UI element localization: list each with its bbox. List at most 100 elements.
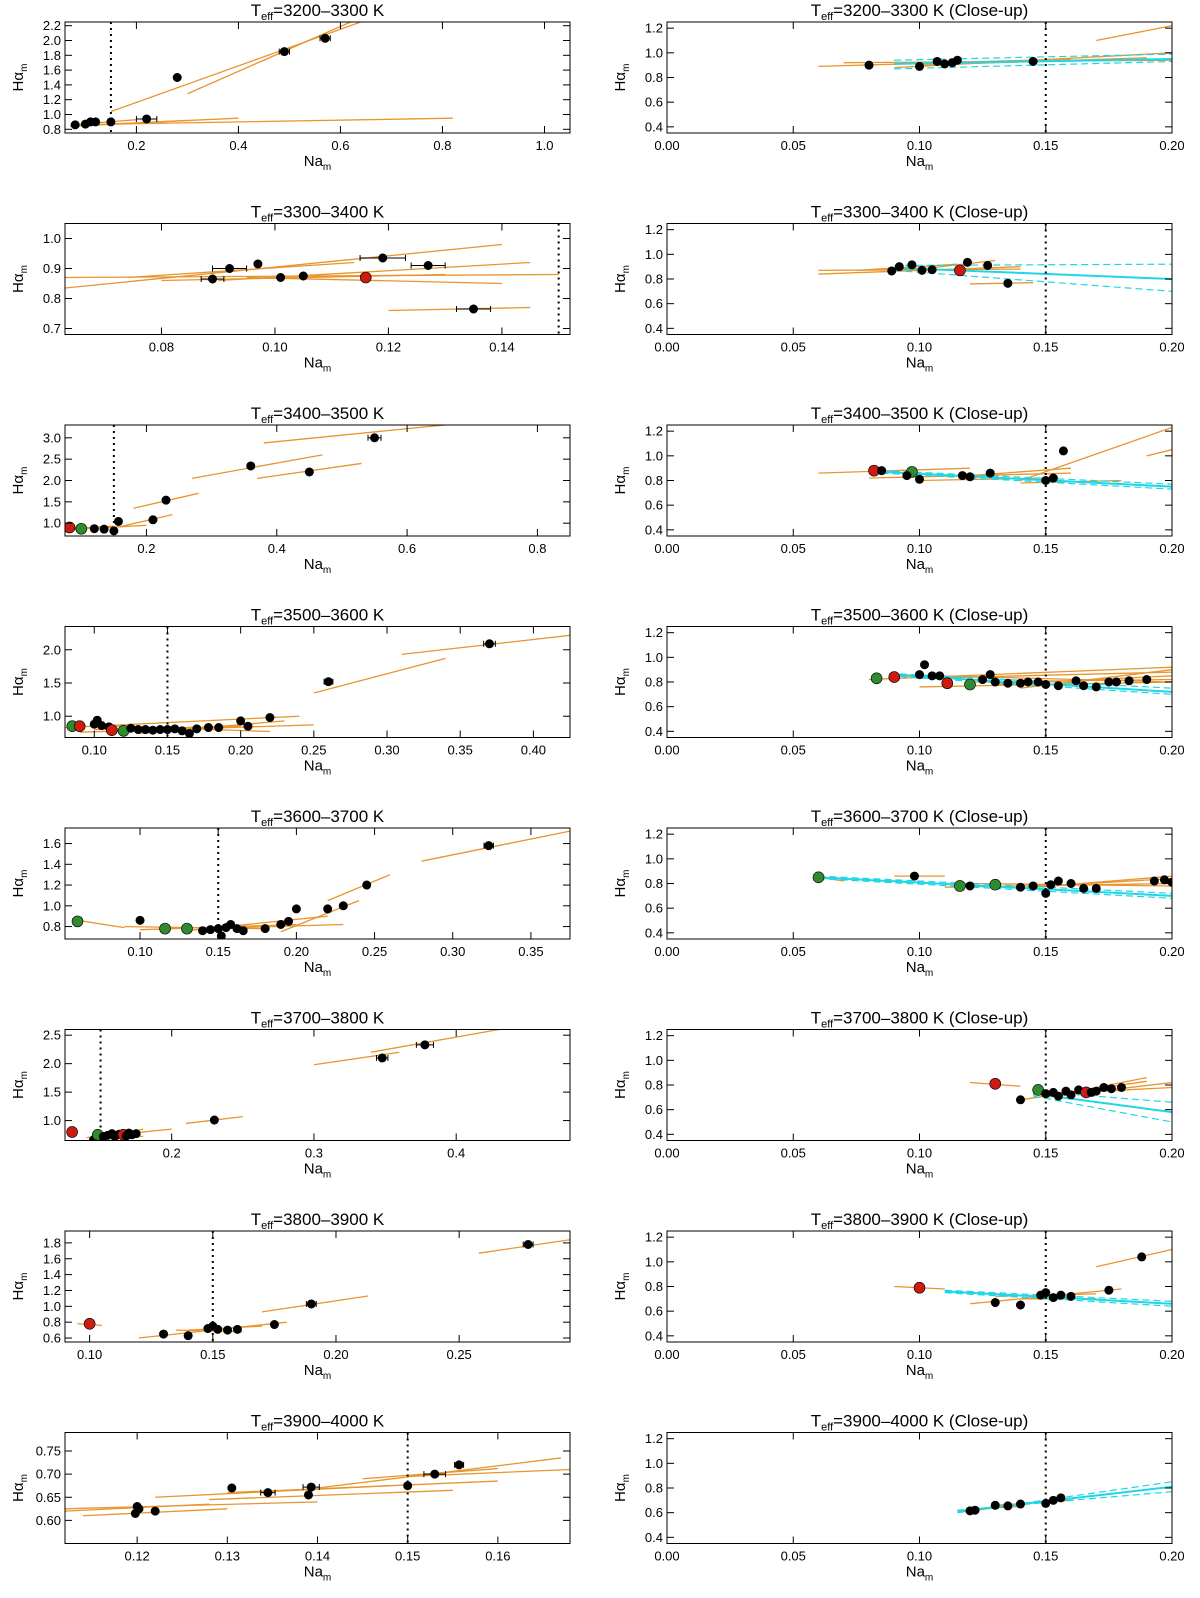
x-tick-label: 0.00 [654, 541, 679, 556]
y-tick-label: 2.0 [43, 473, 61, 488]
x-tick-label: 1.0 [535, 138, 553, 153]
x-axis-label: Nam [304, 959, 332, 979]
y-tick-label: 0.6 [645, 1304, 663, 1319]
trend-confidence-line [881, 470, 1172, 485]
y-axis-label: Hαm [10, 668, 30, 696]
data-point [225, 263, 235, 273]
y-tick-label: 0.4 [645, 724, 663, 739]
x-label-main: Na [906, 959, 926, 976]
title-main: T [811, 203, 821, 222]
data-point [279, 47, 289, 57]
data-point [172, 73, 182, 83]
data-point [902, 471, 912, 481]
axes-frame [64, 1230, 571, 1343]
chart-panel-3: Teff=3300–3400 K (Close-up) 0.00 0.05 0.10 0… [612, 203, 1185, 375]
x-tick-label: 0.10 [907, 743, 932, 758]
chart-panel-1: Teff=3200–3300 K (Close-up) 0.00 0.05 0.10 0… [612, 1, 1185, 173]
data-point [150, 1506, 160, 1516]
y-label-subscript: m [19, 64, 30, 72]
title-main: T [251, 606, 261, 625]
title-rest: =3500–3600 K (Close-up) [833, 606, 1028, 625]
data-point [927, 671, 937, 681]
data-point [1091, 1086, 1101, 1096]
x-tick-label: 0.15 [1033, 1347, 1058, 1362]
y-tick-label: 0.6 [43, 1331, 61, 1346]
data-point [1056, 1290, 1066, 1300]
x-tick-label: 0.00 [654, 340, 679, 355]
data-point [232, 1324, 242, 1334]
data-point [423, 260, 433, 270]
fit-segment [65, 243, 502, 289]
x-axis-label: Nam [906, 1564, 934, 1584]
y-tick-label: 1.2 [645, 827, 663, 842]
chart-panel-11: Teff=3700–3800 K (Close-up) 0.00 0.05 0.10 0… [612, 1009, 1185, 1181]
y-tick-label: 0.8 [645, 272, 663, 287]
x-axis-label: Nam [906, 153, 934, 173]
chart-panel-2: Teff=3300–3400 K 0.08 0.10 0.12 0.14 0.7 0.8 0.… [10, 203, 571, 375]
x-label-subscript: m [925, 1371, 933, 1382]
chart-title: Teff=3900–4000 K (Close-up) [811, 1412, 1029, 1434]
data-point [935, 671, 945, 681]
x-label-subscript: m [323, 364, 331, 375]
x-tick-label: 0.20 [1159, 138, 1184, 153]
x-label-subscript: m [925, 162, 933, 173]
plot-area [969, 1029, 1172, 1141]
y-tick-label: 1.0 [645, 448, 663, 463]
x-label-main: Na [906, 1362, 926, 1379]
data-point [864, 60, 874, 70]
title-subscript: eff [261, 1220, 274, 1232]
y-axis-label: Hαm [10, 870, 30, 898]
data-point [1048, 1293, 1058, 1303]
y-tick-label: 0.8 [645, 1279, 663, 1294]
x-tick-label: 0.40 [521, 743, 546, 758]
y-label-subscript: m [19, 870, 30, 878]
data-point [990, 1298, 1000, 1308]
x-tick-label: 0.10 [907, 541, 932, 556]
chart-panel-15: Teff=3900–4000 K (Close-up) 0.00 0.05 0.10 0… [612, 1412, 1185, 1584]
y-label-subscript: m [19, 467, 30, 475]
data-point [965, 881, 975, 891]
axes-frame [666, 21, 1173, 134]
axes-frame [666, 1029, 1173, 1141]
y-axis-label: Hαm [10, 467, 30, 495]
data-point [148, 515, 158, 525]
axes-frame [666, 626, 1173, 738]
chart-title: Teff=3600–3700 K [251, 807, 385, 829]
data-point [1056, 1493, 1066, 1503]
x-tick-label: 0.3 [305, 1146, 323, 1161]
x-tick-label: 0.10 [262, 340, 287, 355]
data-point [957, 471, 967, 481]
data-point [927, 265, 937, 275]
data-point-red [106, 724, 118, 736]
data-point [970, 1505, 980, 1515]
data-point-green [159, 922, 171, 935]
chart-title: Teff=3600–3700 K (Close-up) [811, 807, 1029, 829]
x-tick-label: 0.20 [1159, 1347, 1184, 1362]
title-subscript: eff [821, 1019, 834, 1031]
x-label-subscript: m [323, 1573, 331, 1584]
chart-panel-12: Teff=3800–3900 K0.10 0.15 0.20 0.250.60.81.… [10, 1210, 571, 1382]
data-point [1111, 677, 1121, 687]
chart-title: Teff=3700–3800 K (Close-up) [811, 1009, 1029, 1031]
data-point [965, 472, 975, 482]
x-tick-label: 0.15 [200, 1347, 225, 1362]
data-point [920, 660, 930, 670]
x-tick-label: 0.35 [448, 743, 473, 758]
x-label-main: Na [906, 556, 926, 573]
data-point [161, 495, 171, 505]
data-point [198, 926, 208, 936]
fit-segment [263, 425, 451, 444]
data-point [1041, 1288, 1051, 1298]
y-label-main: Hα [612, 273, 629, 293]
data-point [1023, 677, 1033, 687]
data-point [469, 304, 479, 314]
x-label-main: Na [304, 1161, 324, 1178]
y-tick-label: 0.6 [645, 1505, 663, 1520]
x-tick-label: 0.10 [907, 1549, 932, 1564]
data-point [1015, 678, 1025, 688]
y-tick-label: 1.6 [43, 836, 61, 851]
data-point [1071, 676, 1081, 686]
y-tick-label: 1.0 [43, 107, 61, 122]
data-point [1142, 675, 1152, 685]
y-axis-label: Hαm [10, 1474, 30, 1502]
